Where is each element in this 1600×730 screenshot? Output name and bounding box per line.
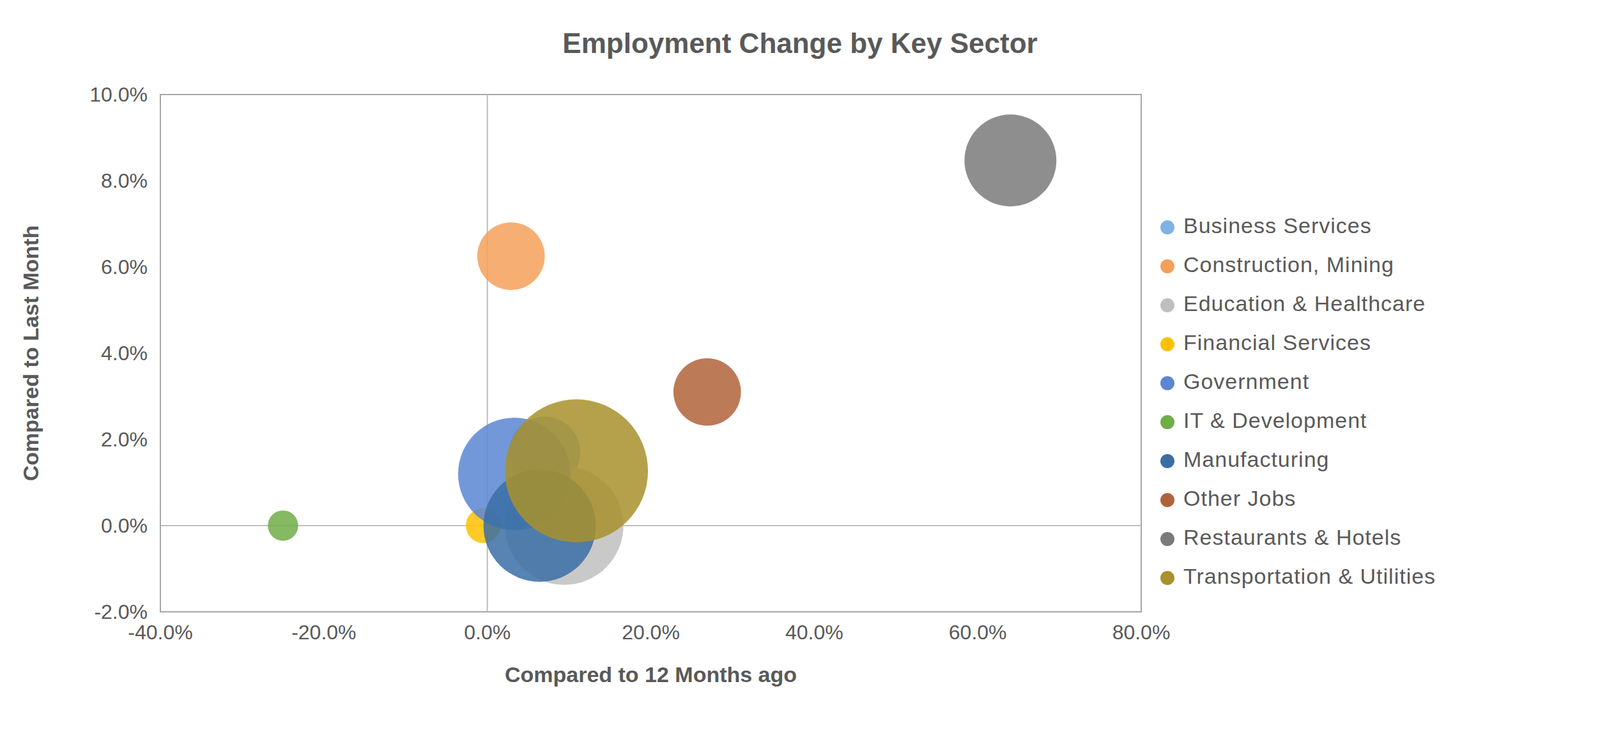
svg-text:80.0%: 80.0%: [1112, 621, 1171, 645]
svg-text:Compared to Last Month: Compared to Last Month: [18, 225, 43, 482]
html-text:Restaurants & Hotels: Restaurants & Hotels: [1183, 525, 1402, 550]
html-text:Government: Government: [1183, 369, 1310, 394]
svg-text:20.0%: 20.0%: [621, 621, 680, 645]
svg-text:60.0%: 60.0%: [948, 621, 1008, 645]
html-text:Transportation & Utilities: Transportation & Utilities: [1183, 564, 1436, 589]
svg-text:8.0%: 8.0%: [100, 169, 148, 193]
svg-text:4.0%: 4.0%: [100, 341, 148, 365]
svg-text:-2.0%: -2.0%: [93, 600, 148, 624]
html-text:IT & Development: IT & Development: [1183, 408, 1368, 433]
svg-text:Compared to 12 Months ago: Compared to 12 Months ago: [504, 662, 797, 687]
html-text:Education & Healthcare: Education & Healthcare: [1183, 291, 1426, 316]
html-text:Business Services: Business Services: [1183, 213, 1372, 238]
html-text:Construction, Mining: Construction, Mining: [1183, 252, 1395, 277]
svg-text:0.0%: 0.0%: [100, 514, 148, 538]
html-text:Employment Change by Key Secto: Employment Change by Key Sector: [562, 27, 1038, 59]
html-text:Manufacturing: Manufacturing: [1183, 447, 1330, 472]
svg-text:-20.0%: -20.0%: [291, 621, 356, 645]
svg-text:-40.0%: -40.0%: [127, 621, 193, 645]
svg-text:10.0%: 10.0%: [89, 83, 148, 107]
svg-text:40.0%: 40.0%: [785, 621, 844, 645]
html-text:Other Jobs: Other Jobs: [1183, 486, 1297, 511]
svg-text:2.0%: 2.0%: [100, 428, 148, 452]
svg-text:6.0%: 6.0%: [100, 255, 148, 279]
html-text:Financial Services: Financial Services: [1183, 330, 1372, 355]
svg-text:0.0%: 0.0%: [463, 621, 511, 645]
